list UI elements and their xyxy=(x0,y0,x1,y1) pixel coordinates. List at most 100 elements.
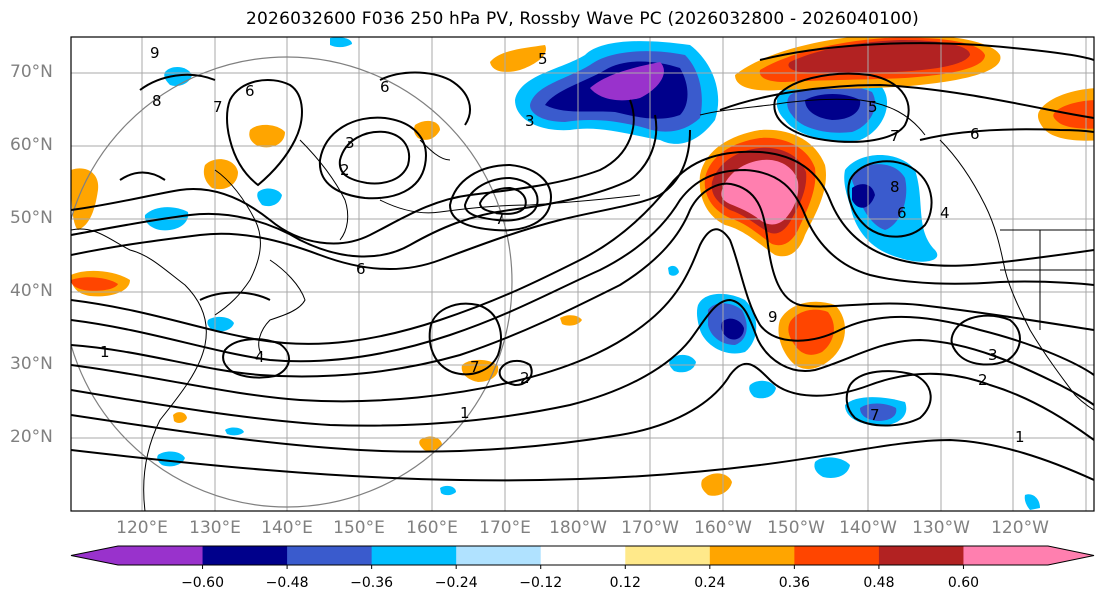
negative-anomaly xyxy=(668,265,679,276)
colorbar-tick-label: 0.60 xyxy=(947,575,980,591)
contour-label-2b: 2 xyxy=(520,369,530,387)
contour-label-6b: 6 xyxy=(380,78,390,96)
colorbar-segment xyxy=(118,546,204,565)
colorbar-tick-label: −0.48 xyxy=(265,575,309,591)
contour-label-3: 3 xyxy=(345,134,355,152)
negative-anomaly xyxy=(440,485,456,496)
graticule xyxy=(71,37,1094,511)
colorbar-tick-label: −0.36 xyxy=(350,575,394,591)
positive-anomaly xyxy=(560,315,582,326)
negative-anomaly xyxy=(814,457,850,478)
lon-label-150e: 150°E xyxy=(333,518,385,538)
lon-label-160w: 160°W xyxy=(694,518,752,538)
positive-anomaly xyxy=(71,277,118,291)
negative-anomaly xyxy=(669,354,696,373)
negative-anomaly xyxy=(860,403,897,421)
contour-label-9: 9 xyxy=(150,44,160,62)
lon-label-130w: 130°W xyxy=(912,518,970,538)
contour-label-8: 8 xyxy=(152,92,162,110)
colorbar-segment xyxy=(794,546,880,565)
lon-label-120w: 120°W xyxy=(991,518,1049,538)
negative-anomaly xyxy=(851,164,907,230)
colorbar-segment xyxy=(287,546,373,565)
contour-label-7c: 7 xyxy=(470,358,480,376)
colorbar-segment xyxy=(709,546,795,565)
lon-label-170e: 170°E xyxy=(479,518,531,538)
contour-label-3c: 3 xyxy=(988,346,998,364)
lon-label-170w: 170°W xyxy=(621,518,679,538)
contour-label-8b: 8 xyxy=(890,178,900,196)
negative-anomaly xyxy=(721,318,744,340)
contour-label-7e: 7 xyxy=(870,406,880,424)
lon-label-180w: 180°W xyxy=(549,518,607,538)
contour-label-1b: 1 xyxy=(460,404,470,422)
colorbar-tick-label: 0.36 xyxy=(778,575,810,591)
colorbar-outline xyxy=(70,545,1095,566)
negative-anomaly xyxy=(1024,494,1040,510)
colorbar-tick-label: 0.12 xyxy=(609,575,641,591)
positive-anomaly xyxy=(721,159,799,225)
contour-label-6c: 6 xyxy=(356,260,366,278)
contour-label-6d: 6 xyxy=(970,125,980,143)
contour-label-2: 2 xyxy=(340,161,350,179)
negative-anomaly xyxy=(225,427,244,436)
lat-label-60n: 60°N xyxy=(10,135,53,155)
contour-label-7: 7 xyxy=(213,98,223,116)
colorbar-tick-label: −0.24 xyxy=(434,575,478,591)
negative-anomaly xyxy=(157,451,185,467)
reference-circle xyxy=(71,56,513,508)
lat-label-70n: 70°N xyxy=(10,62,53,82)
contour-label-5: 5 xyxy=(538,50,548,68)
contour-label-4b: 4 xyxy=(940,204,950,222)
positive-anomaly xyxy=(173,412,187,423)
contour-label-2c: 2 xyxy=(978,371,988,389)
contour-label-3b: 3 xyxy=(525,112,535,130)
colorbar-segment xyxy=(540,546,626,565)
contour-label-9b: 9 xyxy=(768,308,778,326)
colorbar-extend-low xyxy=(71,546,118,565)
lat-label-30n: 30°N xyxy=(10,354,53,374)
contour-label-5b: 5 xyxy=(868,98,878,116)
colorbar xyxy=(70,545,1095,569)
positive-anomaly xyxy=(249,124,285,148)
lon-label-140w: 140°W xyxy=(839,518,897,538)
lat-label-50n: 50°N xyxy=(10,208,53,228)
contour-label-4: 4 xyxy=(255,348,265,366)
contour-label-7b: 7 xyxy=(495,210,505,228)
pv-contours xyxy=(71,42,1094,482)
colorbar-extend-high xyxy=(1048,546,1094,565)
negative-anomaly xyxy=(590,62,664,101)
contour-label-6: 6 xyxy=(245,82,255,100)
lon-label-120e: 120°E xyxy=(116,518,168,538)
lat-label-40n: 40°N xyxy=(10,281,53,301)
contour-label-7d: 7 xyxy=(890,127,900,145)
lon-label-130e: 130°E xyxy=(189,518,241,538)
colorbar-tick-label: 0.48 xyxy=(863,575,895,591)
contour-label-1c: 1 xyxy=(1015,428,1025,446)
negative-anomaly xyxy=(330,37,352,48)
negative-anomaly xyxy=(852,184,875,208)
positive-anomaly xyxy=(414,120,440,140)
colorbar-tick-label: −0.60 xyxy=(181,575,224,591)
map-frame xyxy=(70,36,1095,512)
lat-label-20n: 20°N xyxy=(10,427,53,447)
positive-anomaly xyxy=(490,45,546,72)
negative-anomaly xyxy=(257,188,282,207)
positive-anomaly xyxy=(71,168,99,230)
colorbar-segment xyxy=(625,546,711,565)
negative-anomaly xyxy=(805,94,861,120)
positive-anomaly xyxy=(788,309,834,355)
colorbar-tick-label: 0.24 xyxy=(694,575,726,591)
contour-label-1: 1 xyxy=(100,343,110,361)
negative-anomaly xyxy=(749,380,776,399)
colorbar-segment xyxy=(456,546,542,565)
anomaly-shading xyxy=(71,37,1094,510)
colorbar-segment xyxy=(963,546,1049,565)
colorbar-segment xyxy=(202,546,288,565)
lon-label-160e: 160°E xyxy=(406,518,458,538)
map-title: 2026032600 F036 250 hPa PV, Rossby Wave … xyxy=(246,9,919,29)
colorbar-tick-label: −0.12 xyxy=(519,575,563,591)
contour-label-6e: 6 xyxy=(897,204,907,222)
positive-anomaly xyxy=(701,473,732,496)
